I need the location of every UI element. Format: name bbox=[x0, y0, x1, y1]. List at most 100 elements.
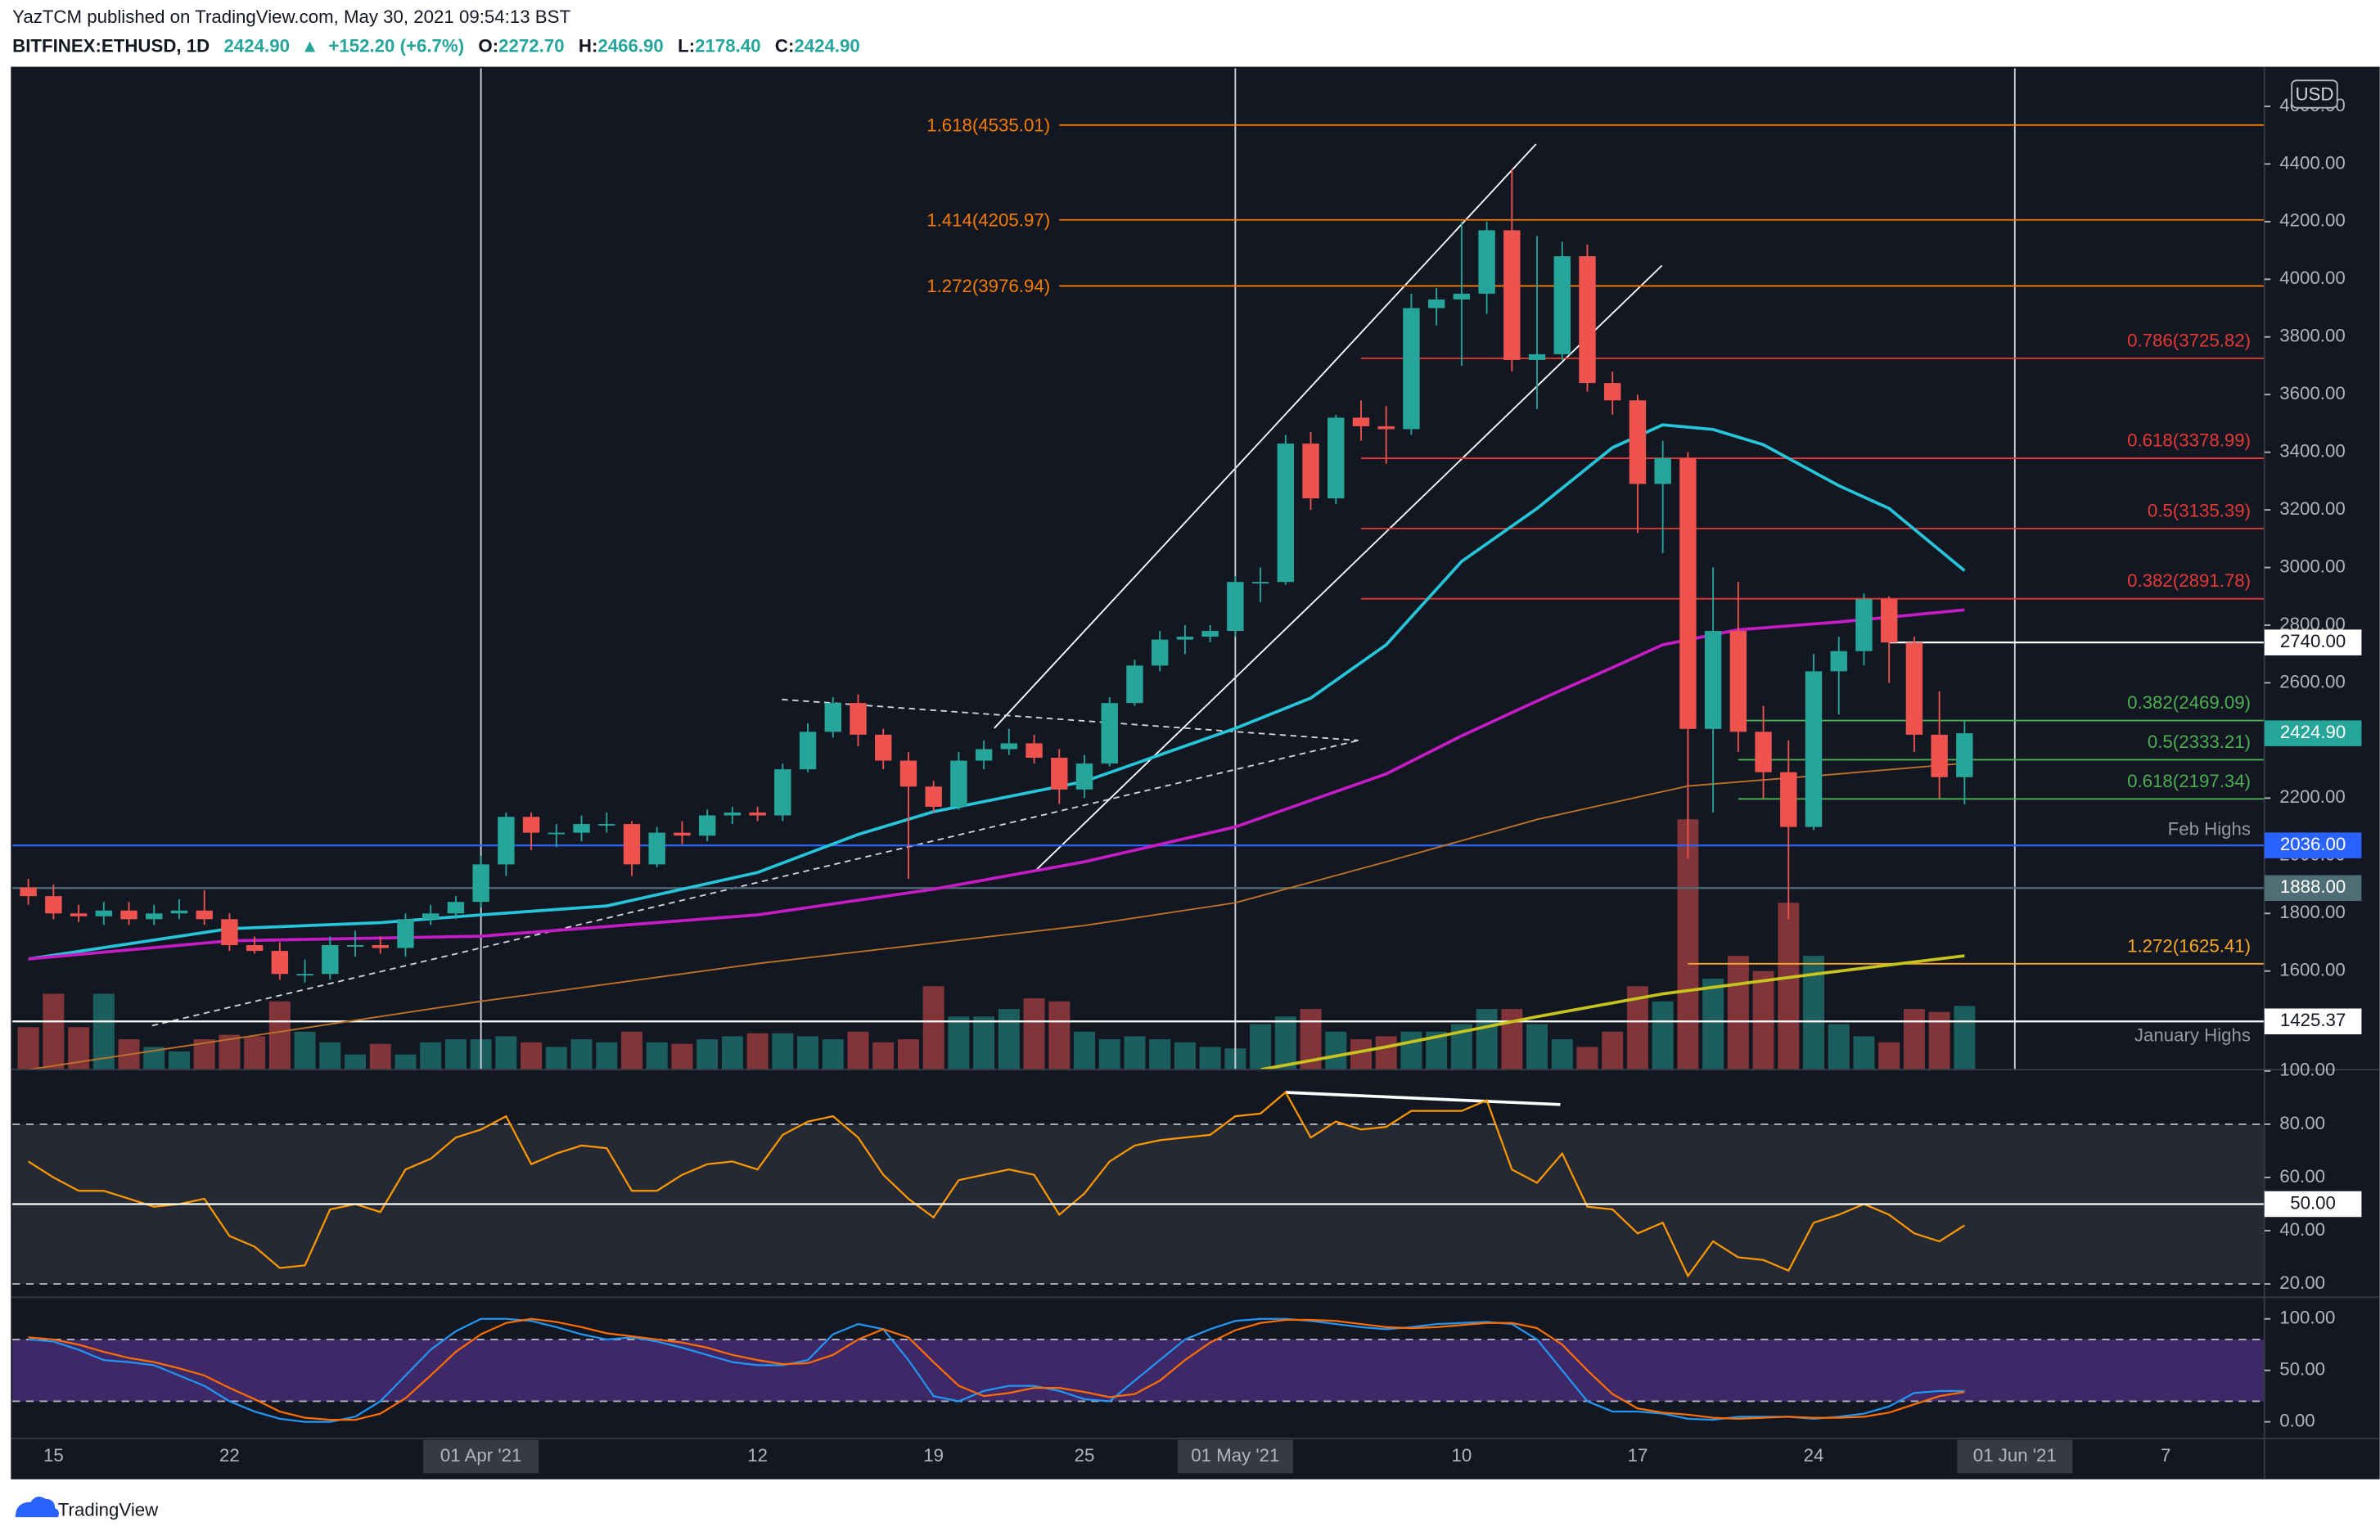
candle-body bbox=[548, 832, 566, 835]
volume-bar bbox=[1828, 1024, 1850, 1070]
candle-body bbox=[1403, 308, 1420, 430]
candle-body bbox=[1629, 400, 1647, 484]
volume-bar bbox=[570, 1039, 593, 1070]
change-arrow: ▲ bbox=[301, 35, 319, 56]
candle-body bbox=[1704, 631, 1722, 729]
volume-bar bbox=[1375, 1036, 1397, 1070]
volume-bar bbox=[1878, 1042, 1900, 1070]
candle-body bbox=[1956, 733, 1973, 777]
candle-body bbox=[170, 910, 188, 914]
volume-bar bbox=[922, 986, 944, 1070]
ohlc-value: 2466.90 bbox=[597, 35, 663, 56]
ohlc-label: H: bbox=[579, 35, 597, 56]
candle-body bbox=[1101, 703, 1118, 764]
volume-bar bbox=[319, 1042, 341, 1070]
publisher-line: YazTCM published on TradingView.com, May… bbox=[12, 7, 570, 27]
x-tick-label: 01 Apr '21 bbox=[440, 1445, 522, 1466]
moving-average bbox=[1260, 954, 1965, 1070]
volume-bar bbox=[1677, 819, 1699, 1070]
y-tick-label: 100.00 bbox=[2279, 1308, 2335, 1328]
candle-body bbox=[322, 945, 339, 975]
volume-bar bbox=[420, 1042, 442, 1070]
volume-bar bbox=[369, 1043, 391, 1070]
price-tag-box bbox=[2264, 1191, 2362, 1218]
candle-body bbox=[723, 812, 741, 816]
candle-body bbox=[1227, 582, 1244, 632]
y-tick-label: 20.00 bbox=[2279, 1272, 2325, 1293]
ohlc-label: C: bbox=[775, 35, 794, 56]
price-tag-box bbox=[2264, 875, 2362, 902]
volume-bar bbox=[1350, 1039, 1372, 1070]
channel-line bbox=[994, 143, 1537, 729]
volume-bar bbox=[596, 1042, 618, 1070]
candle-body bbox=[1579, 256, 1596, 384]
candle-body bbox=[774, 769, 791, 816]
triangle-line bbox=[151, 739, 1359, 1027]
currency[interactable]: USD bbox=[2295, 84, 2333, 105]
candle-body bbox=[397, 919, 414, 948]
volume-bar bbox=[495, 1036, 517, 1070]
candle-body bbox=[246, 945, 264, 952]
x-tick-label: 19 bbox=[923, 1445, 944, 1466]
y-tick-label: 4400.00 bbox=[2279, 152, 2345, 173]
volume-bar bbox=[345, 1054, 367, 1070]
y-tick-label: 3800.00 bbox=[2279, 326, 2345, 346]
y-tick-label: 1600.00 bbox=[2279, 960, 2345, 980]
candle-body bbox=[1679, 457, 1697, 729]
y-tick-label: 50.00 bbox=[2279, 1359, 2325, 1380]
volume-bar bbox=[394, 1054, 417, 1070]
x-tick-label: 7 bbox=[2161, 1445, 2170, 1466]
fib-label: 1.272(1625.41) bbox=[2127, 935, 2251, 956]
candle-body bbox=[1729, 631, 1747, 732]
price-tag-box bbox=[2264, 629, 2362, 655]
candle-body bbox=[1251, 582, 1269, 584]
indicators bbox=[12, 1091, 2265, 1423]
change: +152.20 (+6.7%) bbox=[328, 35, 464, 56]
volume-bar bbox=[43, 993, 65, 1070]
y-tick-label: 2600.00 bbox=[2279, 671, 2345, 691]
volume-bar bbox=[545, 1047, 567, 1070]
ohlc-value: 2424.90 bbox=[794, 35, 859, 56]
volume-bar bbox=[1778, 903, 1800, 1070]
x-tick-highlight bbox=[1177, 1439, 1293, 1474]
fib-label: 0.5(3135.39) bbox=[2148, 500, 2251, 520]
candle-body bbox=[472, 864, 489, 903]
candle-body bbox=[1503, 230, 1521, 360]
candle-body bbox=[1453, 293, 1471, 299]
fib-label: 0.382(2891.78) bbox=[2127, 570, 2251, 591]
candle-body bbox=[1855, 599, 1873, 651]
volume-bar bbox=[1652, 1001, 1674, 1070]
volume-bar bbox=[1074, 1031, 1096, 1070]
y-tick-label: 3600.00 bbox=[2279, 383, 2345, 403]
volume-bar bbox=[847, 1031, 869, 1070]
indicator-band bbox=[12, 1339, 2265, 1402]
level-note: January Highs bbox=[2134, 1025, 2251, 1046]
x-tick-label: 17 bbox=[1628, 1445, 1648, 1466]
currency-box[interactable] bbox=[2291, 79, 2338, 109]
candle-body bbox=[925, 786, 942, 807]
price-tag: 1425.37 bbox=[2280, 1010, 2346, 1030]
volume-bar bbox=[521, 1042, 543, 1070]
candle-body bbox=[1126, 665, 1143, 704]
moving-average bbox=[28, 423, 1966, 961]
volume-bar bbox=[294, 1031, 316, 1070]
candles bbox=[20, 169, 1973, 983]
fib-label: 0.618(3378.99) bbox=[2127, 430, 2251, 451]
volume-bar bbox=[897, 1039, 919, 1070]
candle-body bbox=[271, 951, 289, 975]
candle-body bbox=[1302, 444, 1319, 499]
price-tag: 50.00 bbox=[2290, 1192, 2336, 1213]
volume-bar bbox=[244, 1036, 266, 1070]
price-tag-box bbox=[2264, 1008, 2362, 1035]
candle-body bbox=[422, 913, 439, 920]
candle-body bbox=[1880, 599, 1898, 643]
candle-body bbox=[1478, 230, 1495, 294]
y-tick-label: 3000.00 bbox=[2279, 556, 2345, 576]
currency-button[interactable]: USD bbox=[2291, 79, 2338, 109]
candle-body bbox=[749, 812, 766, 816]
volume-bar bbox=[872, 1042, 895, 1070]
y-tick-label: 2200.00 bbox=[2279, 786, 2345, 807]
volume-bar bbox=[1551, 1039, 1573, 1070]
drawings: 1.618(4535.01) 1.414(4205.97) 1.272(3976.9… bbox=[12, 68, 2265, 1070]
y-tick-label: 100.00 bbox=[2279, 1060, 2335, 1080]
